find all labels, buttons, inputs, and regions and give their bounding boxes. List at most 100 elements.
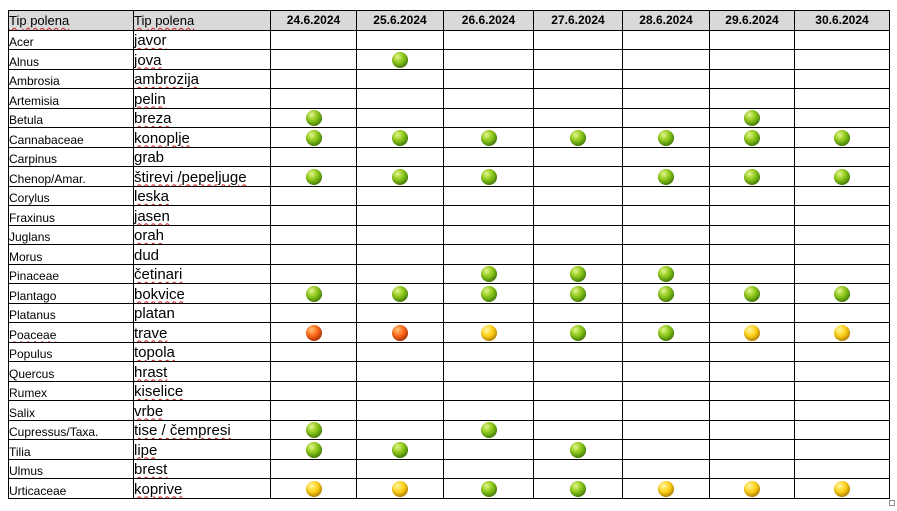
pollen-level-cell <box>622 283 710 304</box>
pollen-level-cell <box>356 166 444 187</box>
pollen-level-cell <box>709 341 795 362</box>
pollen-level-cell <box>356 49 444 70</box>
pollen-latin-name: Tilia <box>8 439 134 460</box>
pollen-level-cell <box>794 166 890 187</box>
pollen-level-cell <box>443 29 534 50</box>
table-row: Tilia lipe <box>8 439 890 460</box>
pollen-level-yellow-icon <box>834 324 850 341</box>
pollen-level-cell <box>709 361 795 382</box>
pollen-level-cell <box>622 127 710 148</box>
pollen-local-name: kiselice <box>133 380 271 401</box>
pollen-level-cell <box>443 322 534 343</box>
pollen-level-cell <box>794 244 890 265</box>
pollen-level-cell <box>709 400 795 421</box>
pollen-level-cell <box>794 224 890 245</box>
pollen-level-cell <box>533 478 623 499</box>
pollen-level-yellow-icon <box>392 480 408 497</box>
header-row: Tip polena Tip polena 24.6.2024 25.6.202… <box>8 10 890 31</box>
pollen-level-cell <box>794 107 890 128</box>
pollen-level-cell <box>443 478 534 499</box>
pollen-level-cell <box>356 263 444 284</box>
pollen-level-cell <box>709 244 795 265</box>
pollen-level-cell <box>443 88 534 109</box>
pollen-level-cell <box>533 380 623 401</box>
pollen-local-name: ambrozija <box>133 68 271 89</box>
pollen-level-orange-icon <box>305 324 322 341</box>
pollen-local-name: koprive <box>133 478 271 499</box>
pollen-local-name: bokvice <box>133 283 271 304</box>
table-row: Ulmus brest <box>8 458 890 479</box>
pollen-level-cell <box>356 439 444 460</box>
pollen-level-cell <box>709 49 795 70</box>
pollen-level-cell <box>533 283 623 304</box>
pollen-level-cell <box>356 88 444 109</box>
pollen-level-green-icon <box>570 266 586 283</box>
table-row: Betula breza <box>8 107 890 128</box>
pollen-level-cell <box>794 127 890 148</box>
pollen-level-green-icon <box>392 168 408 185</box>
pollen-local-name: jova <box>133 49 271 70</box>
pollen-level-green-icon <box>392 129 408 146</box>
pollen-level-green-icon <box>570 441 586 458</box>
pollen-local-name: vrbe <box>133 400 271 421</box>
pollen-level-cell <box>356 29 444 50</box>
pollen-level-cell <box>709 224 795 245</box>
pollen-level-cell <box>443 68 534 89</box>
pollen-level-cell <box>533 224 623 245</box>
pollen-level-green-icon <box>305 110 322 127</box>
pollen-level-cell <box>356 205 444 226</box>
pollen-level-cell <box>443 283 534 304</box>
table-row: Juglans orah <box>8 224 890 245</box>
pollen-level-cell <box>356 341 444 362</box>
pollen-level-cell <box>622 380 710 401</box>
pollen-level-green-icon <box>392 285 408 302</box>
date-header: 27.6.2024 <box>533 10 623 31</box>
pollen-level-cell <box>443 224 534 245</box>
pollen-level-green-icon <box>658 168 674 185</box>
pollen-level-cell <box>270 185 357 206</box>
pollen-level-cell <box>709 283 795 304</box>
pollen-level-cell <box>794 439 890 460</box>
pollen-level-cell <box>622 322 710 343</box>
pollen-level-green-icon <box>744 285 760 302</box>
pollen-level-cell <box>709 29 795 50</box>
pollen-level-green-icon <box>744 168 760 185</box>
pollen-level-cell <box>533 185 623 206</box>
pollen-latin-name: Betula <box>8 107 134 128</box>
pollen-level-green-icon <box>480 129 497 146</box>
pollen-level-cell <box>794 419 890 440</box>
pollen-level-cell <box>794 205 890 226</box>
pollen-level-cell <box>533 244 623 265</box>
pollen-level-cell <box>533 263 623 284</box>
pollen-level-cell <box>443 380 534 401</box>
table-row: Ambrosia ambrozija <box>8 68 890 89</box>
pollen-level-cell <box>443 127 534 148</box>
pollen-level-green-icon <box>480 422 497 439</box>
pollen-local-name: konoplje <box>133 127 271 148</box>
pollen-level-cell <box>622 263 710 284</box>
pollen-latin-name: Ulmus <box>8 458 134 479</box>
pollen-level-green-icon <box>570 324 586 341</box>
pollen-level-green-icon <box>305 168 322 185</box>
pollen-level-cell <box>622 458 710 479</box>
pollen-level-cell <box>533 166 623 187</box>
pollen-level-yellow-icon <box>834 480 850 497</box>
pollen-level-cell <box>443 341 534 362</box>
pollen-level-cell <box>794 380 890 401</box>
pollen-latin-name: Carpinus <box>8 146 134 167</box>
pollen-level-cell <box>794 458 890 479</box>
pollen-level-cell <box>356 283 444 304</box>
pollen-local-name: topola <box>133 341 271 362</box>
pollen-level-cell <box>270 380 357 401</box>
pollen-level-cell <box>533 439 623 460</box>
pollen-level-cell <box>270 107 357 128</box>
pollen-level-cell <box>270 29 357 50</box>
header-latin: Tip polena <box>8 10 134 31</box>
pollen-level-cell <box>356 107 444 128</box>
pollen-local-name: orah <box>133 224 271 245</box>
pollen-level-cell <box>533 107 623 128</box>
pollen-level-cell <box>622 166 710 187</box>
pollen-level-cell <box>270 263 357 284</box>
table-resize-handle[interactable] <box>889 500 895 506</box>
pollen-level-green-icon <box>744 129 760 146</box>
